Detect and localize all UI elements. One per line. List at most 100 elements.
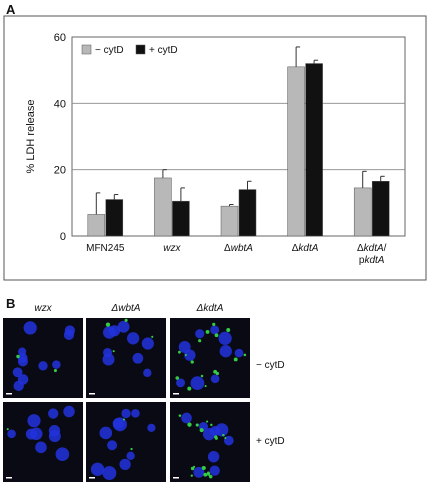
bar: [172, 200, 190, 237]
bacteria-dot: [203, 472, 208, 477]
nucleus: [38, 361, 48, 371]
nucleus: [207, 451, 220, 463]
bacteria-dot: [130, 447, 133, 451]
bacteria-dot: [190, 474, 193, 477]
micrograph-wbtA-minus-cytd: [86, 318, 166, 398]
bacteria-dot: [178, 414, 182, 417]
nucleus: [23, 321, 37, 335]
legend-swatch: [81, 44, 92, 55]
bacteria-dot: [112, 350, 115, 353]
nucleus: [48, 430, 61, 443]
bacteria-dot: [222, 434, 225, 437]
bar: [220, 205, 239, 237]
nucleus: [126, 451, 135, 461]
bacteria-dot: [53, 369, 57, 373]
x-tick-label: ΔwbtA: [224, 243, 253, 254]
bacteria-dot: [122, 418, 126, 421]
panel-a-frame: [3, 15, 427, 281]
bacteria-dot: [187, 386, 192, 391]
scale-bar: [173, 477, 179, 479]
nucleus: [27, 414, 41, 428]
nucleus: [17, 356, 28, 367]
bar: [105, 199, 124, 237]
nucleus: [112, 418, 124, 430]
bacteria-dot: [200, 374, 204, 378]
nucleus: [102, 466, 117, 480]
nucleus: [131, 408, 140, 418]
nucleus: [35, 441, 47, 454]
bacteria-dot: [214, 436, 218, 440]
micrograph-image: [86, 318, 166, 398]
bacteria-dot: [151, 335, 154, 338]
bacteria-dot: [208, 474, 213, 479]
nucleus: [126, 332, 140, 345]
bacteria-dot: [190, 360, 194, 364]
bar: [353, 187, 372, 237]
nucleus: [17, 374, 29, 385]
bar: [287, 66, 305, 237]
nucleus: [7, 429, 16, 439]
bacteria-dot: [205, 330, 210, 334]
nucleus: [48, 408, 59, 419]
bacteria-dot: [214, 333, 219, 338]
x-tick-label: ΔkdtA/: [357, 243, 387, 254]
x-tick-label: pkdtA: [359, 255, 385, 266]
nucleus: [90, 462, 105, 477]
nucleus: [181, 412, 192, 424]
micrograph-kdtA-minus-cytd: [170, 318, 250, 398]
bar: [154, 177, 172, 237]
bacteria-dot: [226, 328, 231, 332]
bar: [87, 214, 106, 237]
nucleus: [103, 347, 113, 358]
x-tick-label: ΔkdtA: [292, 243, 319, 254]
x-tick-label: MFN245: [86, 243, 125, 254]
nucleus: [119, 458, 131, 471]
column-header-kdtA: ΔkdtA: [196, 303, 224, 314]
nucleus: [193, 466, 205, 478]
nucleus: [215, 423, 229, 437]
micrograph-image: [170, 402, 250, 482]
nucleus: [132, 352, 144, 364]
bacteria-dot: [204, 385, 207, 388]
scale-bar: [6, 393, 12, 395]
column-header-wbtA: ΔwbtA: [111, 303, 141, 314]
nucleus: [117, 320, 130, 333]
nucleus: [210, 374, 220, 384]
bacteria-dot: [201, 465, 206, 471]
bacteria-dot: [195, 423, 199, 427]
bacteria-dot: [105, 322, 111, 327]
bar: [305, 63, 323, 237]
nucleus: [210, 325, 220, 335]
nucleus: [99, 426, 113, 440]
nucleus: [107, 440, 118, 451]
legend-label: − cytD: [95, 45, 124, 56]
micrograph-wzx-minus-cytd: [3, 318, 83, 398]
bacteria-dot: [206, 420, 209, 423]
micrograph-image: [86, 402, 166, 482]
bacteria-dot: [212, 322, 216, 326]
row-label-plus-cytd: + cytD: [256, 436, 285, 447]
bacteria-dot: [233, 357, 238, 362]
nucleus: [176, 378, 186, 388]
bacteria-dot: [184, 354, 187, 357]
scale-bar: [89, 393, 95, 395]
micrograph-kdtA-plus-cytd: [170, 402, 250, 482]
panel-b-label: B: [6, 296, 16, 311]
plot-area: [71, 36, 406, 237]
scale-bar: [89, 477, 95, 479]
nucleus: [63, 405, 75, 418]
nucleus: [147, 423, 156, 432]
legend-label: + cytD: [149, 45, 178, 56]
nucleus: [141, 337, 154, 350]
nucleus: [18, 347, 27, 356]
bacteria-dot: [190, 466, 195, 471]
bar: [371, 181, 390, 237]
nucleus: [63, 329, 75, 341]
nucleus: [121, 408, 131, 419]
micrograph-image: [170, 318, 250, 398]
nucleus: [55, 447, 70, 462]
bacteria-dot: [215, 371, 219, 376]
nucleus: [219, 345, 232, 358]
micrograph-wbtA-plus-cytd: [86, 402, 166, 482]
nucleus: [209, 465, 220, 476]
